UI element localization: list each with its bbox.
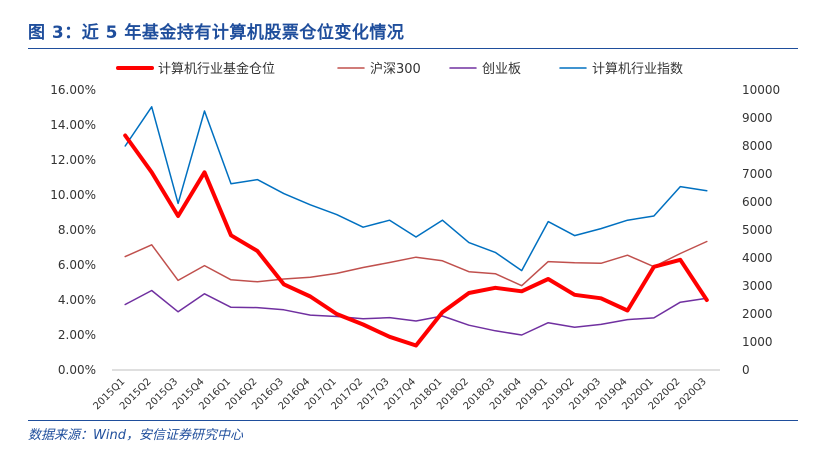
y-right-tick-label: 0 — [742, 363, 750, 377]
y-left-tick-label: 10.00% — [50, 188, 96, 202]
series-line-1 — [124, 240, 708, 287]
y-left-tick-label: 14.00% — [50, 118, 96, 132]
y-left-tick-label: 6.00% — [58, 258, 96, 272]
figure-source: 数据来源：Wind，安信证券研究中心 — [28, 428, 243, 443]
legend-label: 沪深300 — [370, 61, 421, 77]
y-left-tick-label: 4.00% — [58, 293, 96, 307]
y-left-tick-label: 8.00% — [58, 223, 96, 237]
y-left-tick-label: 16.00% — [50, 83, 96, 97]
y-left-tick-label: 2.00% — [58, 328, 96, 342]
series-line-2 — [124, 289, 708, 336]
y-right-tick-label: 7000 — [742, 167, 773, 181]
legend-label: 计算机行业指数 — [592, 62, 683, 77]
series-line-3 — [124, 106, 708, 272]
chart-legend: 计算机行业基金仓位 沪深300 创业板 计算机行业指数 — [116, 61, 683, 77]
y-right-tick-label: 10000 — [742, 83, 780, 97]
y-right-tick-label: 6000 — [742, 195, 773, 209]
y-left-tick-label: 12.00% — [50, 153, 96, 167]
legend-label: 计算机行业基金仓位 — [158, 61, 275, 77]
y-right-tick-label: 8000 — [742, 139, 773, 153]
y-right-tick-label: 3000 — [742, 279, 773, 293]
y-right-tick-label: 2000 — [742, 307, 773, 321]
y-right-tick-label: 9000 — [742, 111, 773, 125]
chart-axes: 0.00% 2.00% 4.00% 6.00% 8.00% 10.00% 12.00% 14.… — [50, 83, 780, 412]
y-right-tick-label: 4000 — [742, 251, 773, 265]
y-left-tick-label: 0.00% — [58, 363, 96, 377]
figure-title: 图 3：近 5 年基金持有计算机股票仓位变化情况 — [28, 23, 405, 43]
y-right-tick-label: 5000 — [742, 223, 773, 237]
legend-label: 创业板 — [482, 62, 521, 77]
y-right-tick-label: 1000 — [742, 335, 773, 349]
source-rule — [28, 420, 798, 421]
chart-series — [123, 106, 709, 348]
title-underline — [28, 48, 798, 49]
series-line-0 — [123, 133, 709, 348]
